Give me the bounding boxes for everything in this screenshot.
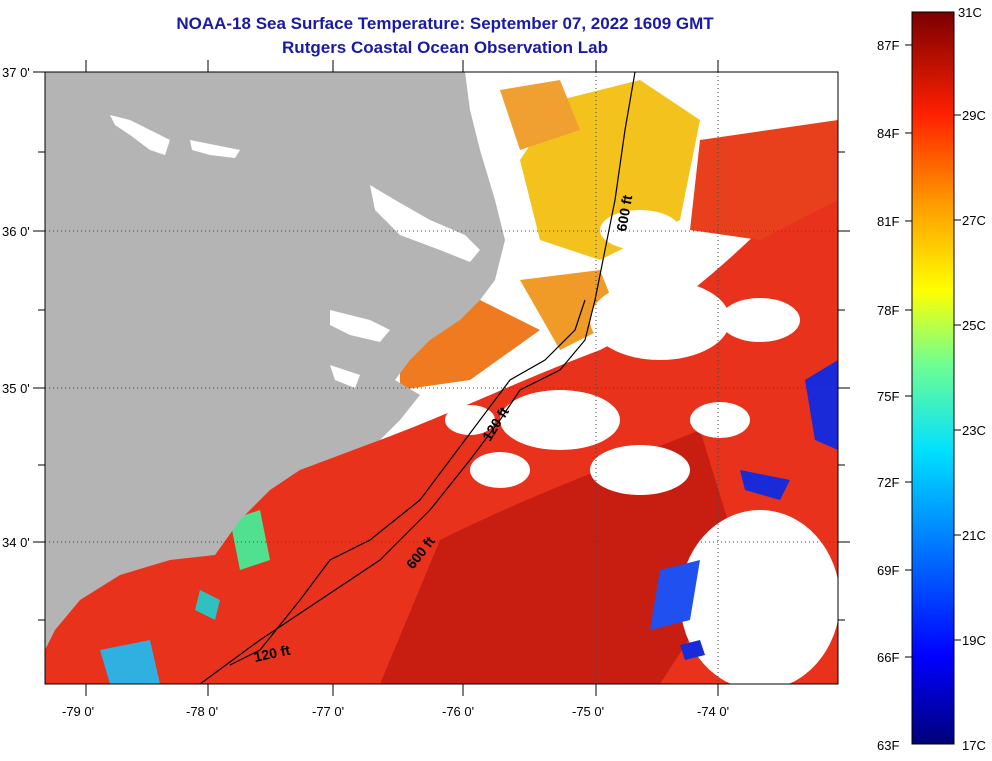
contour-label-north-600: 600 ft xyxy=(613,193,635,232)
graticule xyxy=(45,72,838,684)
lon-label-76: -76 0' xyxy=(442,704,474,719)
cbar-f-label: 69F xyxy=(877,563,899,578)
map-frame xyxy=(44,71,839,685)
cbar-f-label: 81F xyxy=(877,214,899,229)
cbar-c-label: 19C xyxy=(962,633,986,648)
cbar-f-label: 75F xyxy=(877,389,899,404)
cbar-f-label: 72F xyxy=(877,475,899,490)
sst-cool-water xyxy=(100,360,838,684)
cbar-c-label: 23C xyxy=(962,423,986,438)
cbar-f-label: 84F xyxy=(877,126,899,141)
lat-label-36: 36 0' xyxy=(2,224,30,239)
bathymetry-contours xyxy=(199,72,636,684)
colorbar xyxy=(911,11,955,745)
lat-label-34: 34 0' xyxy=(2,535,30,550)
lon-label-77: -77 0' xyxy=(312,704,344,719)
map-subtitle: Rutgers Coastal Ocean Observation Lab xyxy=(282,38,608,57)
inland-water xyxy=(110,115,480,388)
contour-label-south-120: 120 ft xyxy=(252,642,291,665)
sst-image: 600 ft 120 ft 600 ft 120 ft xyxy=(45,72,838,684)
lon-label-74: -74 0' xyxy=(697,704,729,719)
colorbar-ticks xyxy=(905,44,961,658)
cbar-c-label: 29C xyxy=(962,108,986,123)
cbar-c-label: 17C xyxy=(962,738,986,753)
lon-label-78: -78 0' xyxy=(186,704,218,719)
lon-label-75: -75 0' xyxy=(572,704,604,719)
cbar-c-label: 21C xyxy=(962,528,986,543)
cloud-mask xyxy=(445,210,838,684)
cbar-f-label: 78F xyxy=(877,303,899,318)
cbar-f-label: 87F xyxy=(877,38,899,53)
axis-ticks xyxy=(33,60,850,696)
map-title: NOAA-18 Sea Surface Temperature: Septemb… xyxy=(176,14,714,33)
lat-label-37: 37 0' xyxy=(2,65,30,80)
cbar-f-label: 66F xyxy=(877,650,899,665)
cbar-c-label: 31C xyxy=(958,5,982,20)
lat-label-35: 35 0' xyxy=(2,381,30,396)
cbar-f-label: 63F xyxy=(877,738,899,753)
lon-label-79: -79 0' xyxy=(62,704,94,719)
cbar-c-label: 25C xyxy=(962,318,986,333)
cbar-c-label: 27C xyxy=(962,213,986,228)
